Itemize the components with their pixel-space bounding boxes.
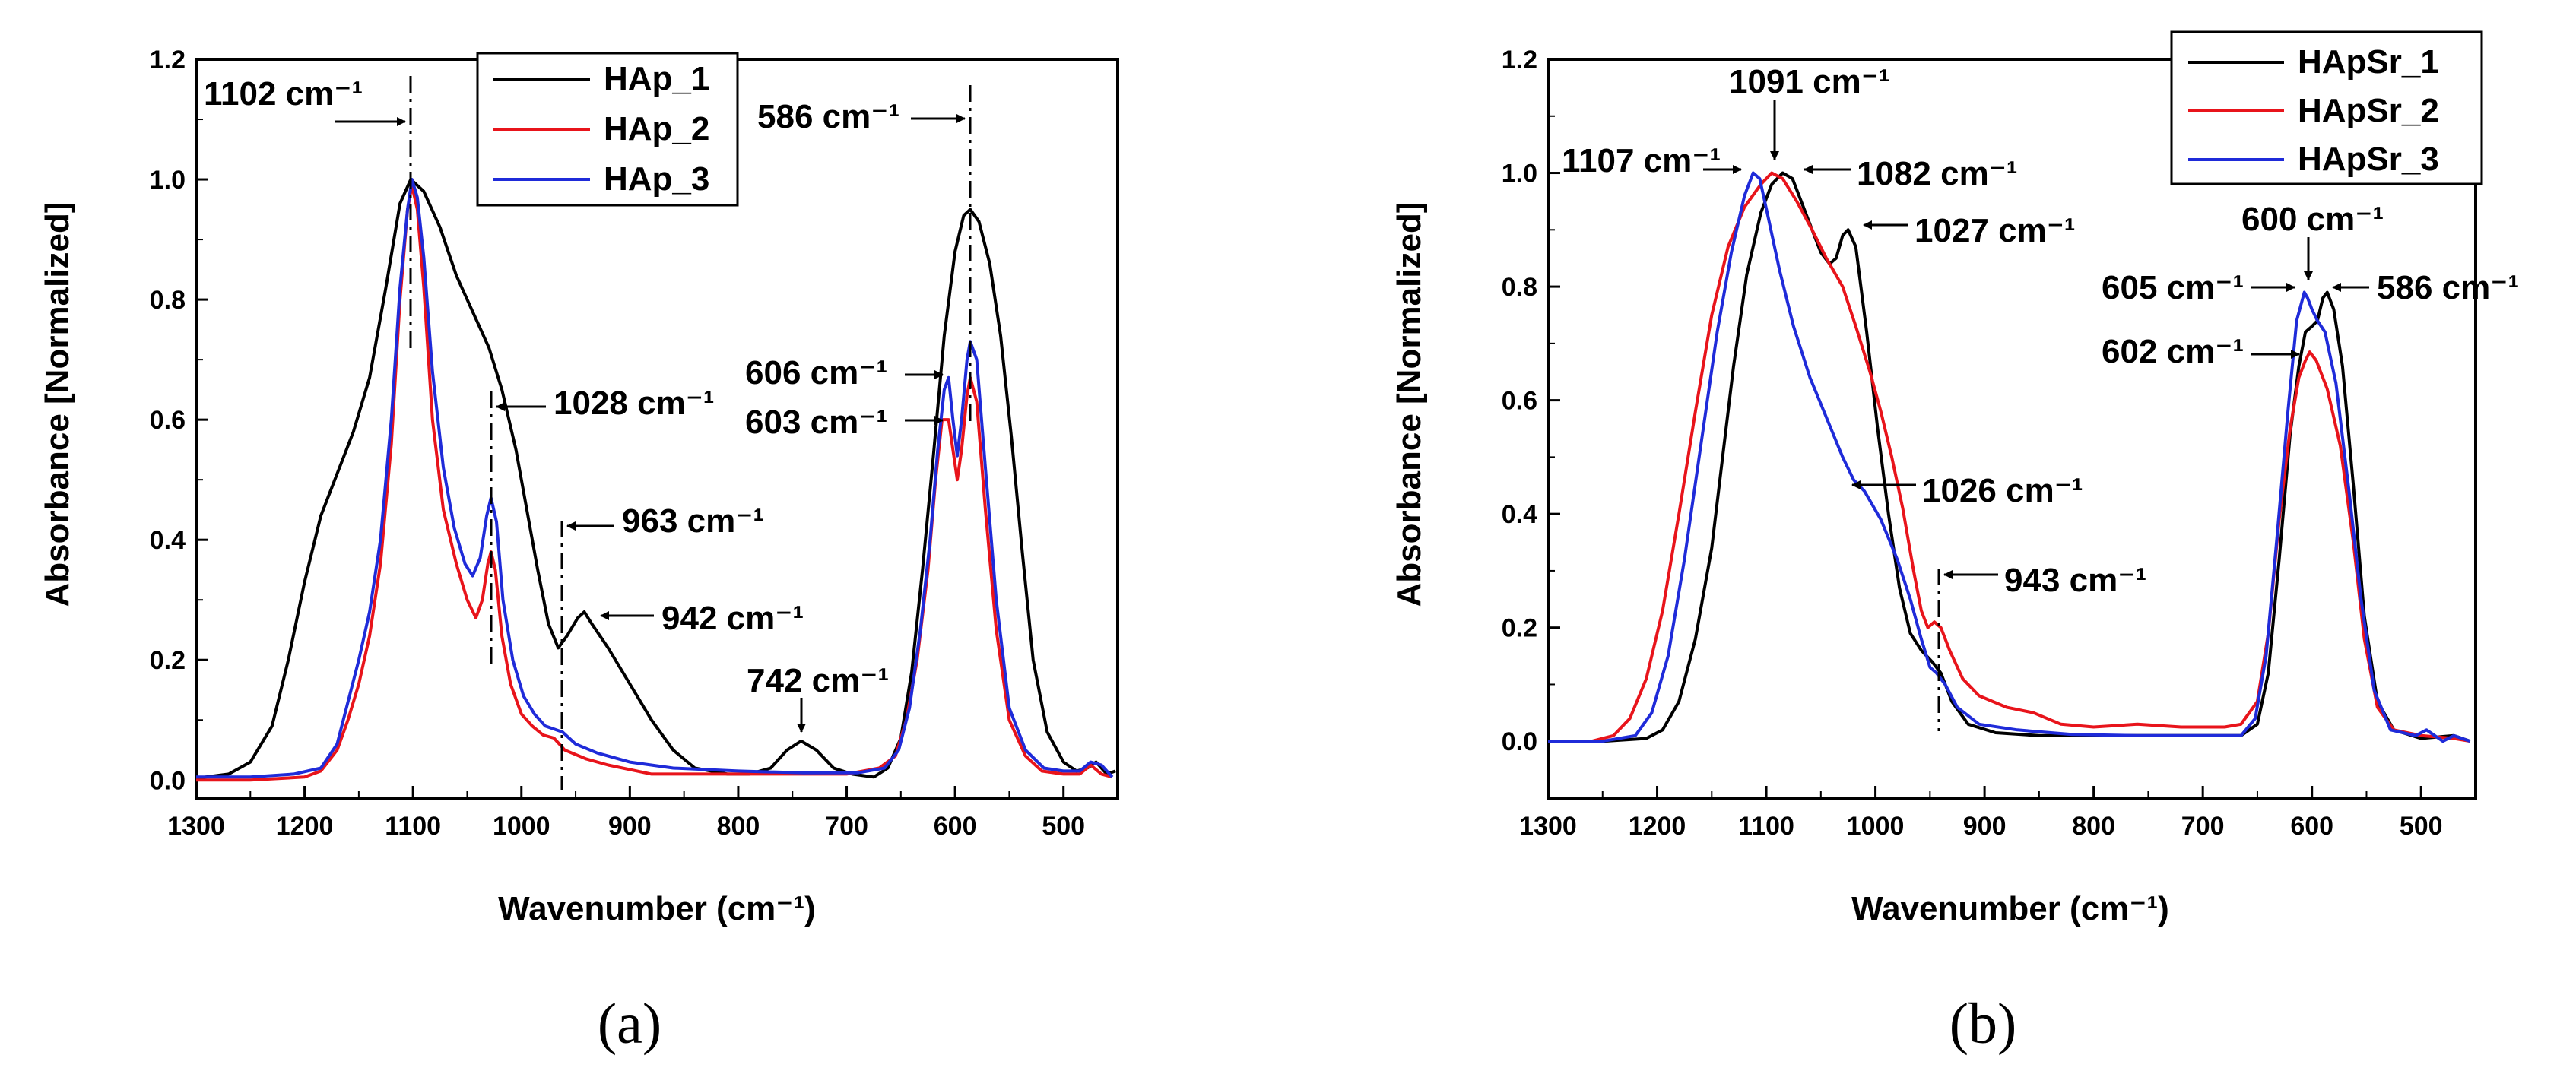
x-tick-label: 600 <box>2290 812 2333 841</box>
y-tick-label: 1.2 <box>1502 46 1537 74</box>
annotation-603: 603 cm⁻¹ <box>745 404 887 441</box>
annotation-605: 605 cm⁻¹ <box>2102 269 2244 306</box>
annotation-1028: 1028 cm⁻¹ <box>554 385 715 422</box>
panel-label-b: (b) <box>1949 992 2017 1056</box>
y-tick-label: 1.2 <box>150 46 186 74</box>
x-tick-label: 1000 <box>493 812 550 841</box>
y-ticks-a: 0.0 0.2 0.4 0.6 0.8 1.0 1.2 <box>150 46 208 795</box>
y-tick-label: 1.0 <box>150 166 186 195</box>
x-tick-label: 900 <box>1963 812 2007 841</box>
y-axis-title-a: Absorbance [Normalized] <box>39 202 76 607</box>
annotation-602: 602 cm⁻¹ <box>2102 333 2244 370</box>
annotation-1026: 1026 cm⁻¹ <box>1922 472 2083 509</box>
x-ticks-b: 1300 1200 1100 1000 900 800 700 600 500 <box>1519 786 2476 841</box>
x-tick-label: 1100 <box>385 812 441 841</box>
y-tick-label: 0.8 <box>150 286 186 315</box>
annotation-1107: 1107 cm⁻¹ <box>1562 142 1721 179</box>
y-tick-label: 0.8 <box>1502 273 1537 302</box>
annotation-600: 600 cm⁻¹ <box>2241 201 2384 238</box>
annotation-943: 943 cm⁻¹ <box>2004 562 2146 599</box>
annotation-arrows-a <box>335 114 966 733</box>
x-tick-label: 1300 <box>167 812 225 841</box>
legend-label-hapsr2: HApSr_2 <box>2298 92 2439 129</box>
y-ticks-b: 0.0 0.2 0.4 0.6 0.8 1.0 1.2 <box>1502 46 1560 756</box>
x-tick-label: 700 <box>2181 812 2225 841</box>
reference-lines-a <box>409 76 972 790</box>
annotation-963: 963 cm⁻¹ <box>622 502 764 540</box>
annotation-1091: 1091 cm⁻¹ <box>1729 63 1890 100</box>
annotation-742: 742 cm⁻¹ <box>747 662 889 699</box>
legend-b: HApSr_1 HApSr_2 HApSr_3 <box>2170 30 2483 185</box>
x-axis-title-a: Wavenumber (cm⁻¹) <box>498 890 816 927</box>
y-tick-label: 0.6 <box>150 406 186 435</box>
x-tick-label: 800 <box>2072 812 2115 841</box>
annotation-1102: 1102 cm⁻¹ <box>204 75 363 112</box>
legend-label-hapsr3: HApSr_3 <box>2298 141 2439 178</box>
x-tick-label: 500 <box>1042 812 1085 841</box>
y-tick-label: 0.2 <box>1502 614 1537 643</box>
x-tick-label: 800 <box>717 812 760 841</box>
series-line-hap-3 <box>196 178 1114 779</box>
y-tick-label: 0.4 <box>1502 500 1537 529</box>
annotation-942: 942 cm⁻¹ <box>661 600 804 637</box>
y-tick-label: 0.0 <box>1502 727 1537 756</box>
panel-b: 0.0 0.2 0.4 0.6 0.8 1.0 1.2 1300 1200 1100 1000 90… <box>1391 30 2519 1056</box>
plot-frame-b <box>1547 58 2477 800</box>
series-a <box>195 178 1116 782</box>
legend-label-hap3: HAp_3 <box>604 160 709 198</box>
legend-label-hap1: HAp_1 <box>604 60 709 97</box>
x-axis-title-b: Wavenumber (cm⁻¹) <box>1851 890 2169 927</box>
legend-label-hap2: HAp_2 <box>604 110 709 147</box>
annotation-1082: 1082 cm⁻¹ <box>1857 155 2018 192</box>
x-tick-label: 900 <box>608 812 652 841</box>
series-line-hapsr-1 <box>1548 171 2471 743</box>
y-tick-label: 1.0 <box>1502 160 1537 189</box>
legend-label-hapsr1: HApSr_1 <box>2298 43 2439 81</box>
x-tick-label: 700 <box>825 812 868 841</box>
y-tick-label: 0.6 <box>1502 387 1537 416</box>
x-tick-label: 1300 <box>1519 812 1577 841</box>
y-tick-label: 0.4 <box>150 526 186 555</box>
annotation-1027: 1027 cm⁻¹ <box>1915 212 2076 249</box>
panel-a: 0.0 0.2 0.4 0.6 0.8 1.0 1.2 1300 1200 1100 1000 90… <box>39 46 1119 1056</box>
annotation-606: 606 cm⁻¹ <box>745 354 887 391</box>
x-tick-label: 500 <box>2400 812 2443 841</box>
x-tick-label: 1200 <box>276 812 334 841</box>
y-tick-label: 0.0 <box>150 766 186 795</box>
series-line-hapsr-2 <box>1548 171 2471 743</box>
panel-label-a: (a) <box>598 992 661 1056</box>
annotation-arrows-b <box>1703 100 2369 579</box>
x-ticks-a: 1300 1200 1100 1000 900 800 700 600 500 <box>167 786 1118 841</box>
annotation-586: 586 cm⁻¹ <box>2377 269 2519 306</box>
legend-a: HAp_1 HAp_2 HAp_3 <box>476 52 739 207</box>
x-tick-label: 1000 <box>1847 812 1905 841</box>
y-axis-title-b: Absorbance [Normalized] <box>1391 202 1428 607</box>
x-tick-label: 600 <box>934 812 977 841</box>
x-tick-label: 1100 <box>1738 812 1794 841</box>
annotation-586: 586 cm⁻¹ <box>757 98 899 135</box>
x-tick-label: 1200 <box>1629 812 1686 841</box>
series-b <box>1548 171 2471 743</box>
series-line-hapsr-3 <box>1548 171 2471 743</box>
y-tick-label: 0.2 <box>150 646 186 675</box>
series-line-hap-1 <box>195 178 1116 780</box>
